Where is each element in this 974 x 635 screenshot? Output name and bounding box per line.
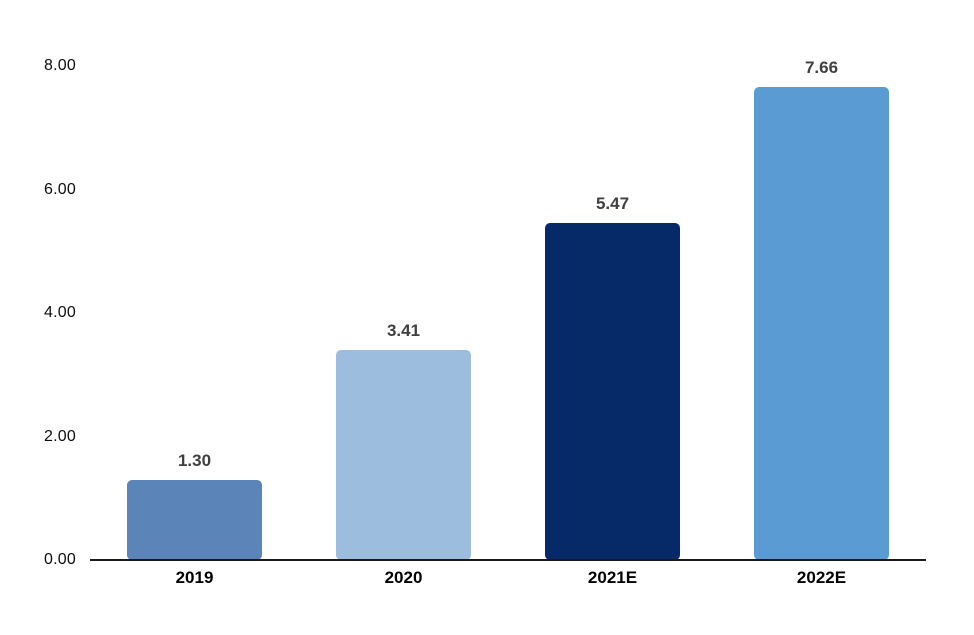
bar-2021e (545, 223, 680, 560)
x-axis-category-label: 2020 (384, 568, 423, 587)
x-axis-line (90, 559, 926, 561)
y-tick-label: 8.00 (44, 57, 76, 75)
bar-2020 (336, 350, 471, 560)
x-axis-category-label: 2021E (587, 568, 638, 587)
y-tick-label: 4.00 (44, 304, 76, 322)
bar-group: 7.66 (717, 0, 926, 560)
x-axis-category-label: 2019 (175, 568, 214, 587)
plot-area: 1.30 3.41 5.47 7.66 (90, 0, 926, 560)
y-tick-label: 6.00 (44, 180, 76, 198)
y-axis: 0.00 2.00 4.00 6.00 8.00 (0, 0, 76, 635)
y-tick-label: 0.00 (44, 551, 76, 568)
bar-2019 (127, 480, 262, 560)
bar-group: 1.30 (90, 0, 299, 560)
bar-value-label: 7.66 (804, 58, 839, 77)
bar-group: 3.41 (299, 0, 508, 560)
bar-value-label: 5.47 (595, 194, 630, 213)
bar-group: 5.47 (508, 0, 717, 560)
bar-value-label: 1.30 (177, 451, 212, 470)
bar-2022e (754, 87, 889, 560)
bar-value-label: 3.41 (386, 321, 421, 340)
x-axis-labels: 2019 2020 2021E 2022E (90, 568, 926, 588)
x-axis-category-label: 2022E (796, 568, 847, 587)
y-tick-label: 2.00 (44, 427, 76, 445)
